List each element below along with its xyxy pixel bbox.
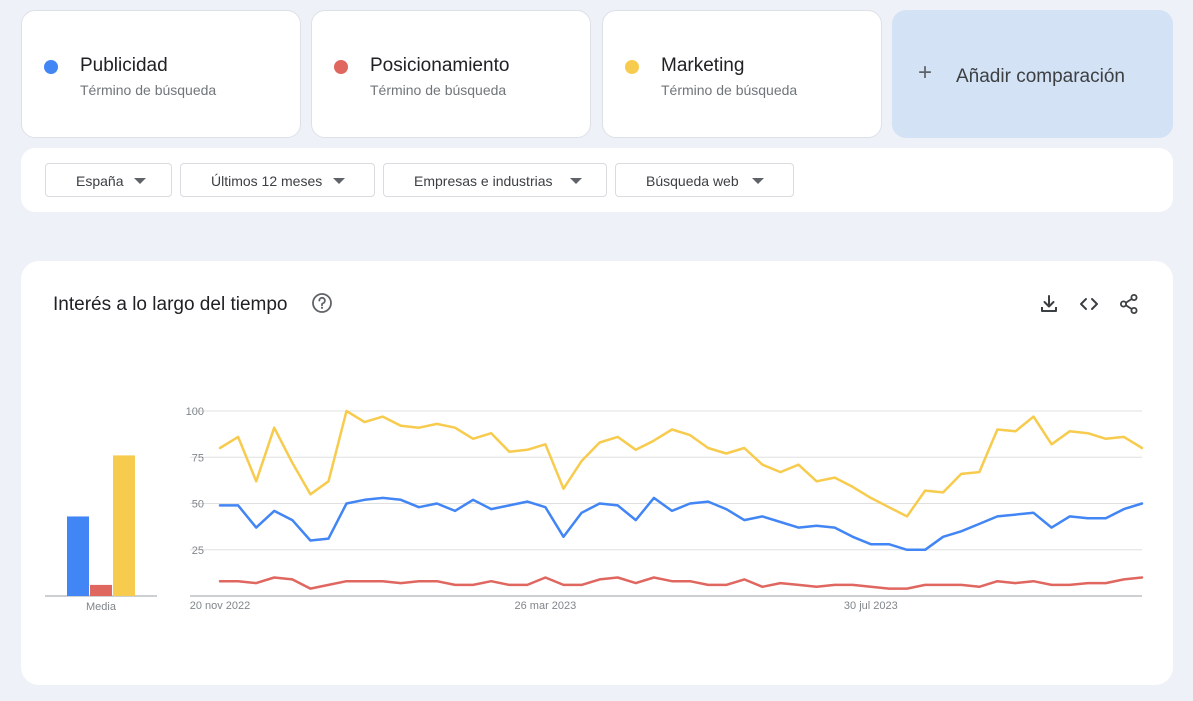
filter-category[interactable]: Empresas e industrias [383, 163, 607, 197]
average-bar-publicidad [67, 516, 89, 596]
series-color-dot [625, 60, 639, 74]
caret-down-icon [570, 178, 582, 184]
term-card-marketing[interactable]: Marketing Término de búsqueda [602, 10, 882, 138]
filter-region[interactable]: España [45, 163, 172, 197]
filter-label: Búsqueda web [646, 173, 739, 189]
filter-search-type[interactable]: Búsqueda web [615, 163, 794, 197]
term-name[interactable]: Publicidad [80, 55, 168, 76]
share-icon[interactable] [1118, 293, 1140, 315]
filter-bar: España Últimos 12 meses Empresas e indus… [21, 148, 1173, 212]
term-name[interactable]: Posicionamiento [370, 55, 510, 76]
x-tick-label: 26 mar 2023 [515, 600, 577, 612]
caret-down-icon [752, 178, 764, 184]
filter-label: España [76, 173, 124, 189]
plus-icon: + [918, 59, 933, 86]
embed-code-icon[interactable] [1078, 293, 1100, 315]
y-tick-label: 75 [192, 452, 204, 464]
y-tick-label: 100 [186, 406, 204, 418]
term-name[interactable]: Marketing [661, 55, 745, 76]
filter-label: Últimos 12 meses [211, 173, 323, 189]
help-circle-icon[interactable] [311, 292, 333, 314]
interest-over-time-card: Interés a lo largo del tiempo 25 50 75 100 2… [21, 261, 1173, 685]
series-line-posicionamiento [218, 576, 1144, 590]
term-type: Término de búsqueda [370, 82, 507, 98]
section-title: Interés a lo largo del tiempo [53, 294, 288, 315]
download-icon[interactable] [1038, 293, 1060, 315]
term-type: Término de búsqueda [661, 82, 798, 98]
caret-down-icon [134, 178, 146, 184]
term-type: Término de búsqueda [80, 82, 217, 98]
average-bar-marketing [113, 455, 135, 596]
term-card-publicidad[interactable]: Publicidad Término de búsqueda [21, 10, 301, 138]
interest-chart: 25 50 75 100 20 nov 2022 26 mar 2023 30 jul 20… [45, 406, 1144, 613]
x-tick-label: 30 jul 2023 [844, 600, 898, 612]
y-tick-label: 50 [192, 499, 204, 511]
caret-down-icon [333, 178, 345, 184]
term-card-posicionamiento[interactable]: Posicionamiento Término de búsqueda [311, 10, 591, 138]
add-comparison-button[interactable]: + Añadir comparación [892, 10, 1173, 138]
series-line-publicidad [218, 496, 1144, 552]
add-comparison-label: Añadir comparación [956, 66, 1125, 87]
y-tick-label: 25 [192, 545, 204, 557]
series-color-dot [334, 60, 348, 74]
filter-label: Empresas e industrias [414, 173, 553, 189]
filter-time-range[interactable]: Últimos 12 meses [180, 163, 375, 197]
x-tick-label: 20 nov 2022 [190, 600, 251, 612]
average-bar-posicionamiento [90, 584, 112, 596]
average-label: Media [86, 601, 117, 613]
series-color-dot [44, 60, 58, 74]
series-line-marketing [218, 409, 1144, 518]
